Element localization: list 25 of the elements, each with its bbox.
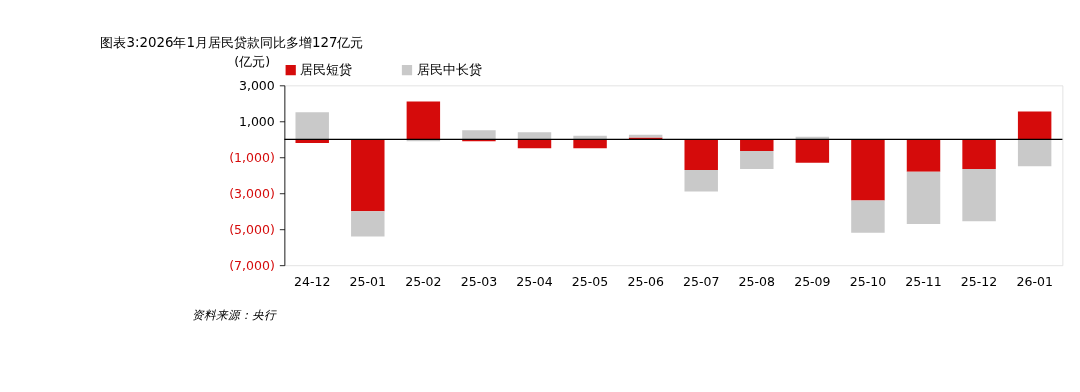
x-tick-label: 25-09	[794, 273, 831, 289]
chart-title: 图表3:2026年1月居民贷款同比多增127亿元	[100, 34, 364, 50]
y-tick-label: (5,000)	[229, 221, 275, 237]
y-tick-label: (7,000)	[229, 257, 275, 273]
y-tick-label: (1,000)	[229, 149, 275, 165]
x-tick-label: 25-06	[627, 273, 664, 289]
y-tick-label: (3,000)	[229, 185, 275, 201]
y-tick-label: 1,000	[238, 113, 275, 129]
x-tick-label: 25-02	[405, 273, 442, 289]
x-tick-label: 25-08	[738, 273, 776, 289]
x-tick-label: 25-11	[905, 273, 942, 289]
x-tick-label: 25-12	[960, 273, 998, 289]
x-tick-label: 25-07	[683, 273, 720, 289]
x-tick-label: 26-01	[1016, 273, 1053, 289]
x-tick-label: 25-04	[516, 273, 553, 289]
legend-label: 居民中长贷	[416, 62, 482, 78]
x-tick-label: 25-10	[849, 273, 887, 289]
x-tick-label: 25-05	[571, 273, 609, 289]
x-tick-label: 24-12	[294, 273, 331, 289]
y-axis-title: (亿元)	[234, 54, 271, 70]
y-tick-label: 3,000	[238, 77, 275, 93]
text: 资料来源：央行	[192, 307, 278, 322]
legend-label: 居民短贷	[300, 62, 353, 78]
x-tick-label: 25-01	[349, 273, 386, 289]
x-tick-label: 25-03	[460, 273, 498, 289]
